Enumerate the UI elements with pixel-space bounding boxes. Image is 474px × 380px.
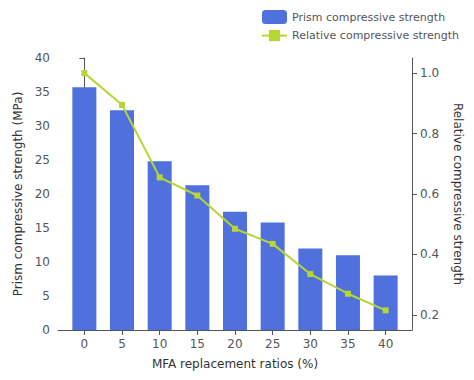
svg-text:0.6: 0.6 xyxy=(420,187,439,201)
svg-text:5: 5 xyxy=(42,289,50,303)
svg-text:Relative compressive strength: Relative compressive strength xyxy=(292,29,459,42)
svg-text:Prism compressive strength (MP: Prism compressive strength (MPa) xyxy=(11,92,25,297)
svg-text:5: 5 xyxy=(118,337,126,351)
svg-text:15: 15 xyxy=(190,337,205,351)
svg-text:15: 15 xyxy=(35,221,50,235)
svg-text:30: 30 xyxy=(303,337,318,351)
svg-text:1.0: 1.0 xyxy=(420,66,439,80)
svg-text:10: 10 xyxy=(35,255,50,269)
svg-text:0: 0 xyxy=(42,323,50,337)
svg-text:MFA replacement ratios (%): MFA replacement ratios (%) xyxy=(152,357,318,371)
svg-text:0: 0 xyxy=(81,337,89,351)
svg-text:40: 40 xyxy=(378,337,393,351)
svg-text:20: 20 xyxy=(35,187,50,201)
svg-text:0.2: 0.2 xyxy=(420,308,439,322)
svg-text:10: 10 xyxy=(152,337,167,351)
svg-text:20: 20 xyxy=(227,337,242,351)
svg-text:25: 25 xyxy=(35,153,50,167)
svg-text:0.4: 0.4 xyxy=(420,247,439,261)
svg-text:35: 35 xyxy=(340,337,355,351)
svg-text:Relative compressive strength: Relative compressive strength xyxy=(451,103,465,285)
svg-text:Prism compressive strength: Prism compressive strength xyxy=(292,11,445,24)
svg-text:30: 30 xyxy=(35,119,50,133)
svg-text:35: 35 xyxy=(35,85,50,99)
svg-text:25: 25 xyxy=(265,337,280,351)
svg-text:0.8: 0.8 xyxy=(420,127,439,141)
svg-text:40: 40 xyxy=(35,51,50,65)
